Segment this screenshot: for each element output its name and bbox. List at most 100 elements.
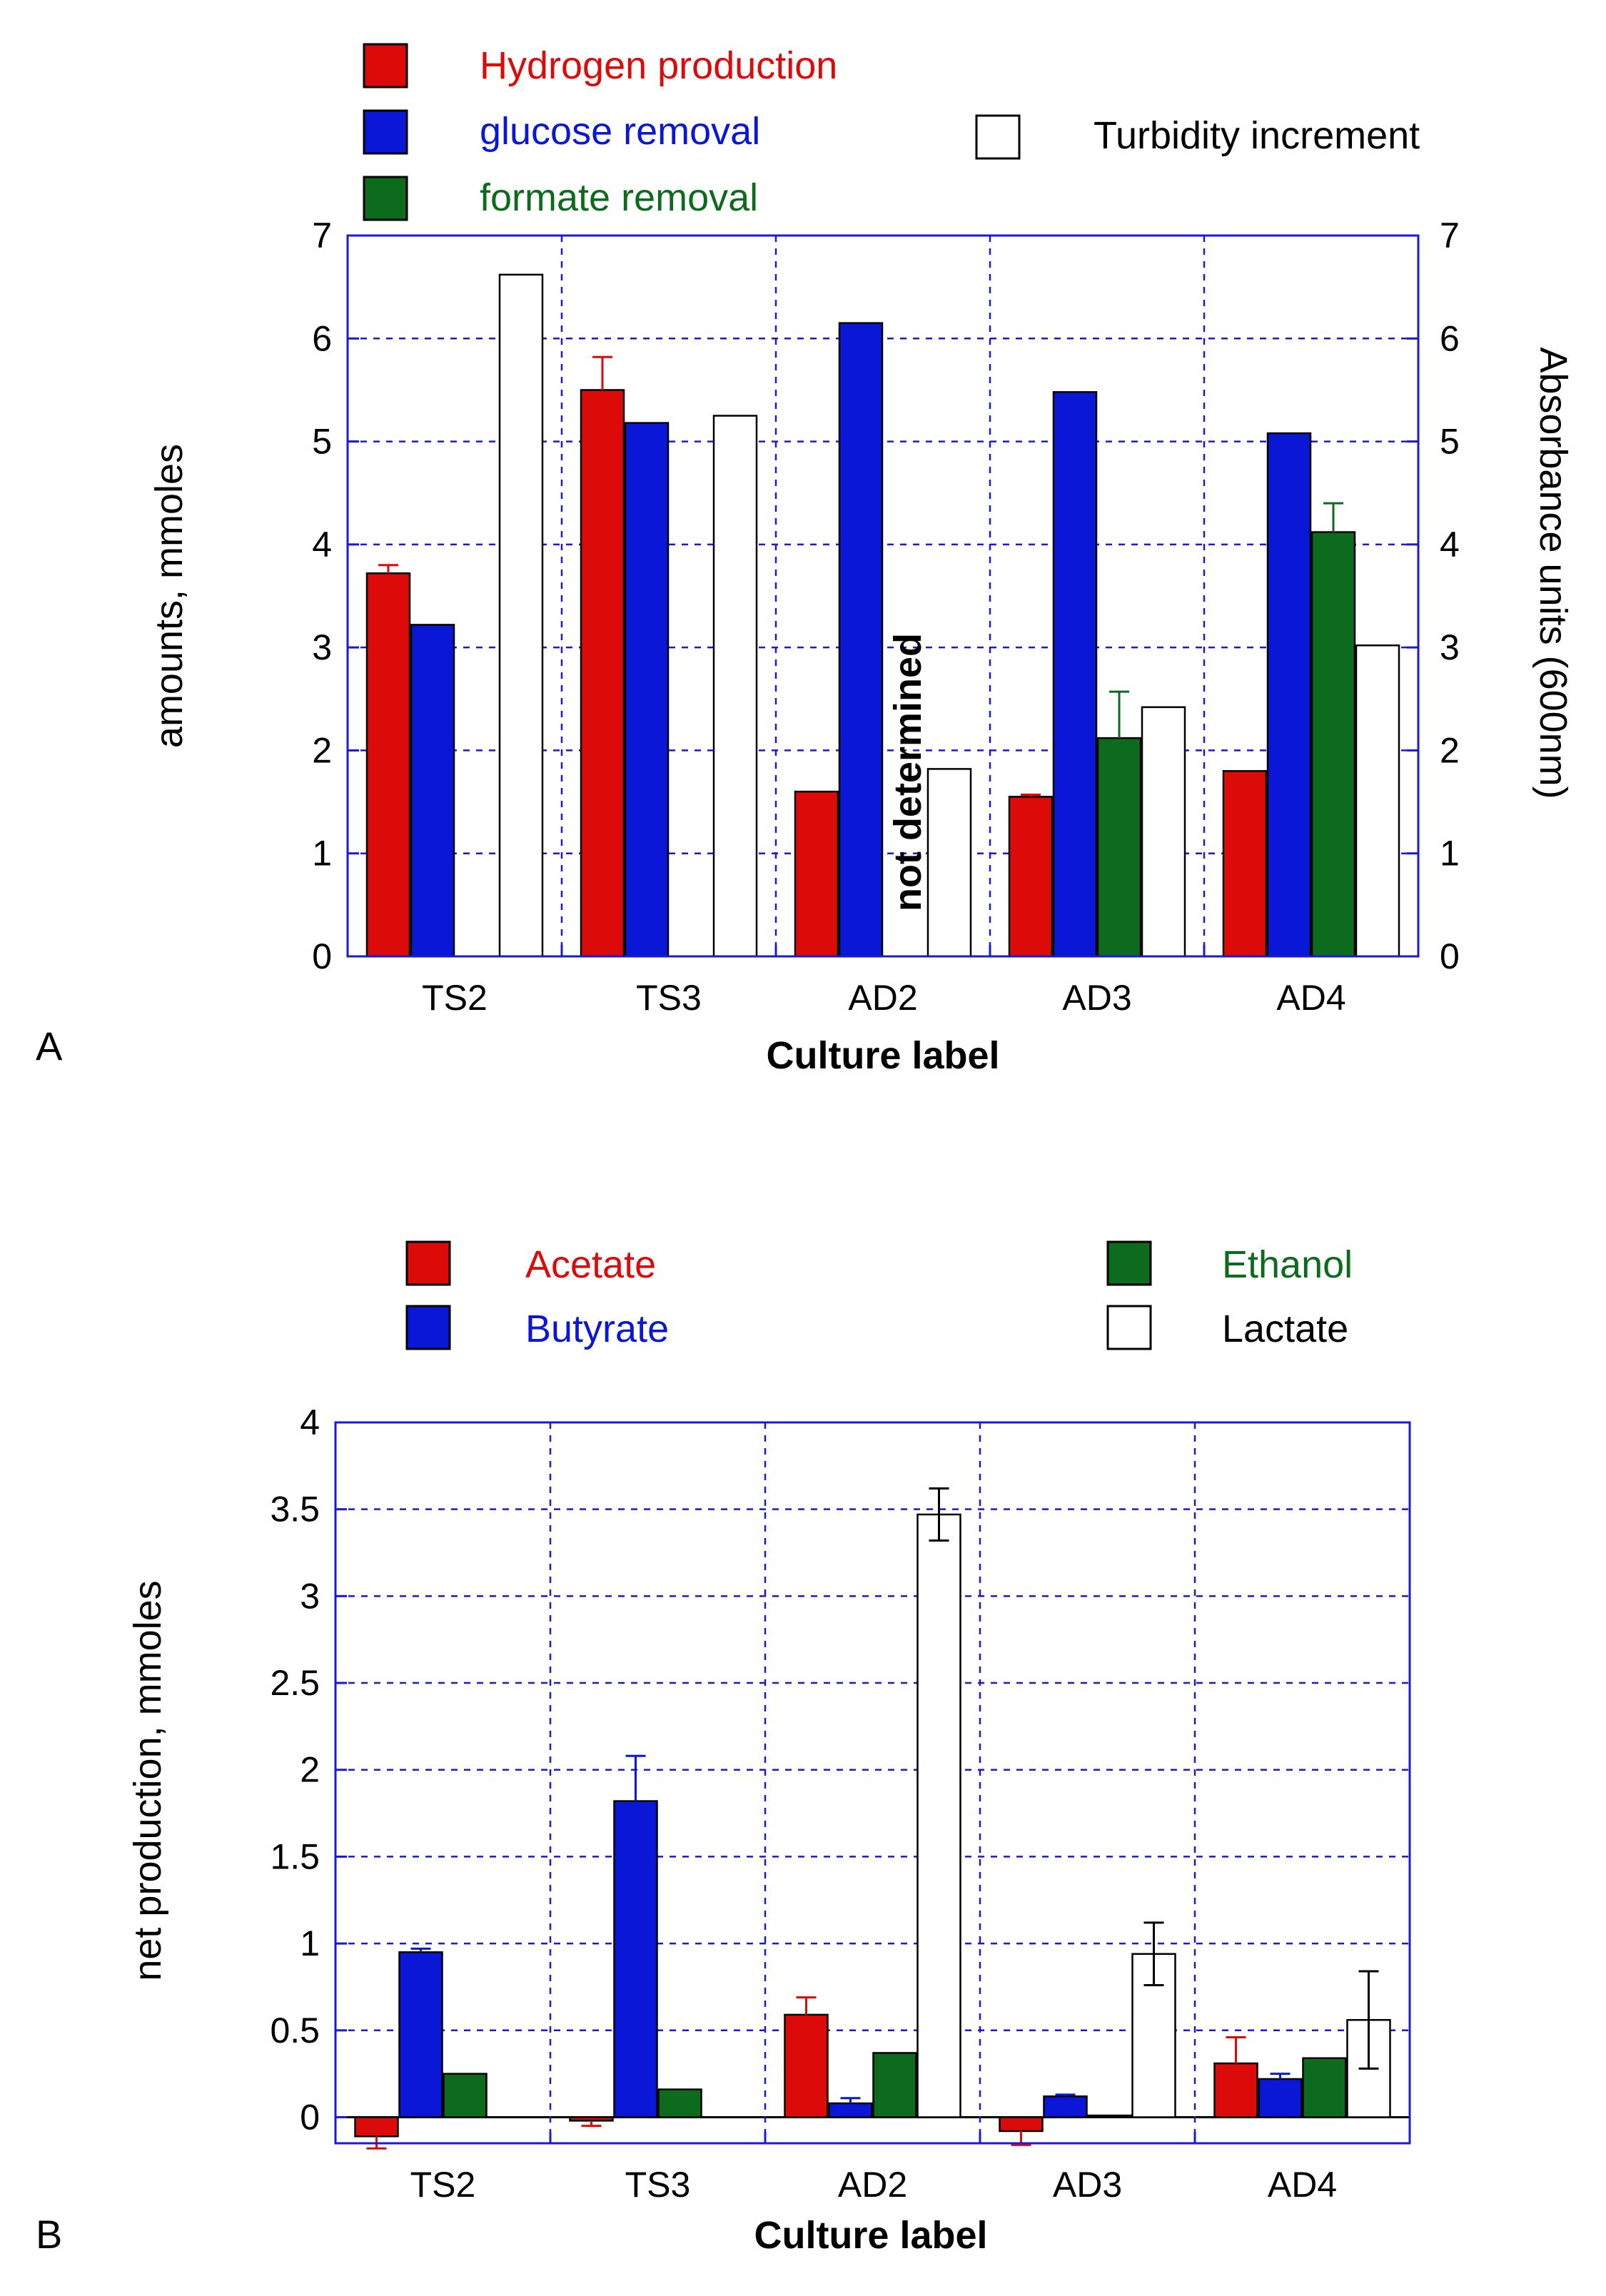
y-tick-label: 2 bbox=[312, 730, 332, 770]
legend-swatch-acetate bbox=[405, 1240, 451, 1286]
bar-ethanol-ad4 bbox=[1302, 2057, 1347, 2118]
y-tick-label: 7 bbox=[312, 216, 332, 256]
y-tick-label: 3 bbox=[312, 627, 332, 667]
y-tick-label: 4 bbox=[312, 525, 332, 565]
legend-item-formate: formate removal bbox=[363, 176, 758, 221]
bar-glucose-removal-ad3 bbox=[1052, 391, 1098, 958]
bar-hydrogen-production-ad3 bbox=[1008, 796, 1054, 958]
bar-glucose-removal-ad2 bbox=[838, 322, 884, 958]
chart-a-bars bbox=[365, 273, 1400, 958]
chart-b-bars bbox=[354, 1487, 1391, 2150]
bar-butyrate-ad2 bbox=[828, 2102, 873, 2118]
x-tick-label-ts3: TS3 bbox=[625, 2165, 691, 2205]
bar-turbidity-increment-ts2 bbox=[498, 273, 544, 958]
y-tick-label: 1.5 bbox=[270, 1836, 320, 1876]
chart-a-annotation-not-determined: not determined bbox=[887, 633, 929, 911]
x-tick-label-ad3: AD3 bbox=[1062, 978, 1131, 1018]
y2-tick-label: 1 bbox=[1440, 834, 1460, 874]
bar-butyrate-ts2 bbox=[398, 1951, 443, 2118]
y2-tick-label: 0 bbox=[1440, 936, 1460, 976]
chart-b-y-axis-title: net production, mmoles bbox=[126, 1580, 169, 1981]
legend-item-ethanol: Ethanol bbox=[1106, 1240, 1353, 1286]
legend-swatch-glucose bbox=[363, 109, 408, 155]
bar-acetate-ts3 bbox=[569, 2116, 614, 2122]
y2-tick-label: 3 bbox=[1440, 627, 1460, 667]
y2-tick-label: 2 bbox=[1440, 730, 1460, 770]
chart-a-y-axis-title: amounts, mmoles bbox=[148, 444, 191, 748]
x-tick-label-ts2: TS2 bbox=[422, 978, 488, 1018]
bar-hydrogen-production-ts2 bbox=[365, 572, 411, 958]
bar-glucose-removal-ts3 bbox=[624, 422, 670, 958]
y2-tick-label: 6 bbox=[1440, 318, 1460, 358]
bar-hydrogen-production-ad4 bbox=[1222, 770, 1268, 958]
legend-item-glucose: glucose removal bbox=[363, 109, 760, 155]
panel-label-b: B bbox=[36, 2212, 62, 2257]
legend-a: Hydrogen production glucose removal form… bbox=[363, 43, 1420, 221]
chart-a: 0 0 1 1 2 2 3 3 4 4 5 5 6 6 7 7 TS2 TS3 AD2 AD3 AD4 amounts,… bbox=[36, 216, 1575, 1077]
y-tick-label: 4 bbox=[300, 1402, 320, 1442]
y-tick-label: 0 bbox=[312, 936, 332, 976]
chart-b-ticks: 0 0.5 1 1.5 2 2.5 3 3.5 4 TS2 TS3 AD2 AD3 AD4 bbox=[270, 1402, 1337, 2205]
bar-hydrogen-production-ad2 bbox=[794, 790, 839, 958]
legend-swatch-ethanol bbox=[1106, 1240, 1152, 1286]
chart-b-gridlines bbox=[335, 1422, 1410, 2143]
y-tick-label: 5 bbox=[312, 422, 332, 462]
panel-label-a: A bbox=[36, 1023, 63, 1068]
y-tick-label: 2.5 bbox=[270, 1663, 320, 1703]
bar-turbidity-increment-ad3 bbox=[1141, 706, 1186, 958]
bar-acetate-ad2 bbox=[784, 2013, 829, 2118]
legend-swatch-lactate bbox=[1106, 1305, 1152, 1350]
legend-label-lactate: Lactate bbox=[1222, 1308, 1348, 1350]
bar-turbidity-increment-ad4 bbox=[1355, 644, 1400, 958]
bar-lactate-ad2 bbox=[916, 1513, 961, 2118]
y-tick-label: 6 bbox=[312, 318, 332, 358]
y-tick-label: 2 bbox=[300, 1750, 320, 1790]
x-tick-label-ad3: AD3 bbox=[1053, 2165, 1122, 2205]
y-tick-label: 3.5 bbox=[270, 1490, 320, 1529]
bar-ethanol-ts3 bbox=[657, 2088, 702, 2118]
x-tick-label-ts3: TS3 bbox=[636, 978, 702, 1018]
legend-item-hydrogen: Hydrogen production bbox=[363, 43, 837, 88]
y-tick-label: 1 bbox=[312, 834, 332, 874]
y2-tick-label: 5 bbox=[1440, 422, 1460, 462]
legend-swatch-hydrogen bbox=[363, 43, 408, 88]
bar-formate-removal-ad3 bbox=[1096, 737, 1142, 958]
bar-butyrate-ad3 bbox=[1043, 2095, 1088, 2118]
legend-label-ethanol: Ethanol bbox=[1222, 1243, 1353, 1286]
bar-ethanol-ts2 bbox=[443, 2073, 488, 2118]
y-tick-label: 0 bbox=[300, 2097, 320, 2137]
chart-a-ticks: 0 0 1 1 2 2 3 3 4 4 5 5 6 6 7 7 TS2 TS3 AD2 AD3 AD4 bbox=[312, 216, 1460, 1018]
bar-ethanol-ad2 bbox=[872, 2052, 917, 2118]
legend-item-lactate: Lactate bbox=[1106, 1305, 1348, 1350]
legend-swatch-formate bbox=[363, 176, 408, 221]
legend-label-acetate: Acetate bbox=[525, 1243, 656, 1286]
y-tick-label: 1 bbox=[300, 1923, 320, 1963]
bar-butyrate-ts3 bbox=[613, 1800, 658, 2118]
y2-tick-label: 7 bbox=[1440, 216, 1460, 256]
bar-ethanol-ad3 bbox=[1087, 2114, 1132, 2118]
chart-b: 0 0.5 1 1.5 2 2.5 3 3.5 4 TS2 TS3 AD2 AD3 AD4 net pro… bbox=[36, 1402, 1411, 2257]
bar-hydrogen-production-ts3 bbox=[580, 389, 625, 958]
x-tick-label-ad4: AD4 bbox=[1268, 2165, 1337, 2205]
legend-label-glucose: glucose removal bbox=[480, 110, 760, 153]
chart-b-x-axis-title: Culture label bbox=[754, 2214, 987, 2257]
bar-glucose-removal-ad4 bbox=[1266, 432, 1312, 958]
chart-a-y2-axis-title: Absorbance units (600nm) bbox=[1532, 347, 1575, 799]
bar-formate-removal-ad4 bbox=[1310, 531, 1356, 958]
legend-label-formate: formate removal bbox=[480, 176, 758, 219]
chart-a-x-axis-title: Culture label bbox=[766, 1034, 999, 1077]
chart-a-plot-frame bbox=[346, 234, 1420, 958]
legend-label-butyrate: Butyrate bbox=[525, 1308, 669, 1350]
legend-label-turbidity: Turbidity increment bbox=[1094, 114, 1420, 157]
bar-turbidity-increment-ts3 bbox=[712, 415, 758, 958]
legend-item-turbidity: Turbidity increment bbox=[975, 114, 1420, 160]
y-tick-label: 0.5 bbox=[270, 2011, 320, 2050]
y2-tick-label: 4 bbox=[1440, 525, 1460, 565]
legend-item-acetate: Acetate bbox=[405, 1240, 656, 1286]
legend-label-hydrogen: Hydrogen production bbox=[480, 44, 837, 87]
x-tick-label-ad2: AD2 bbox=[848, 978, 917, 1018]
x-tick-label-ad4: AD4 bbox=[1276, 978, 1345, 1018]
bar-acetate-ad4 bbox=[1213, 2062, 1258, 2118]
bar-acetate-ts2 bbox=[354, 2116, 399, 2138]
